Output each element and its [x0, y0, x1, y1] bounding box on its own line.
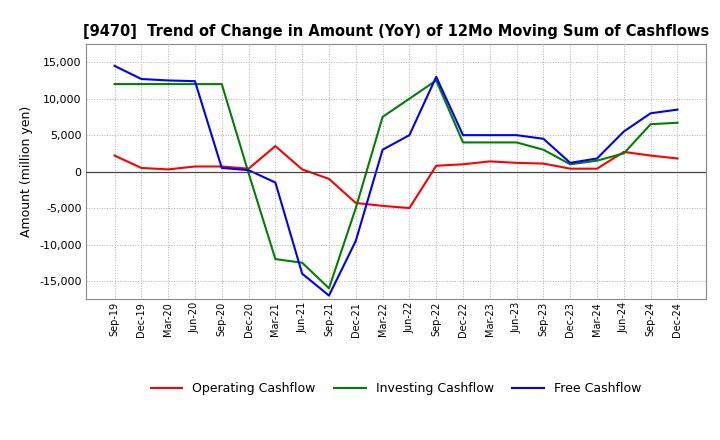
- Free Cashflow: [191, 79, 199, 84]
- Investing Cashflow: [432, 78, 441, 83]
- Investing Cashflow: [191, 81, 199, 87]
- Investing Cashflow: [539, 147, 548, 152]
- Legend: Operating Cashflow, Investing Cashflow, Free Cashflow: Operating Cashflow, Investing Cashflow, …: [146, 377, 646, 400]
- Operating Cashflow: [271, 143, 279, 149]
- Operating Cashflow: [405, 205, 414, 211]
- Investing Cashflow: [137, 81, 145, 87]
- Investing Cashflow: [485, 140, 494, 145]
- Free Cashflow: [378, 147, 387, 152]
- Investing Cashflow: [351, 205, 360, 211]
- Free Cashflow: [593, 156, 601, 161]
- Line: Investing Cashflow: Investing Cashflow: [114, 81, 678, 288]
- Free Cashflow: [539, 136, 548, 141]
- Investing Cashflow: [244, 170, 253, 176]
- Free Cashflow: [298, 271, 307, 276]
- Free Cashflow: [459, 132, 467, 138]
- Free Cashflow: [566, 160, 575, 165]
- Operating Cashflow: [673, 156, 682, 161]
- Investing Cashflow: [325, 286, 333, 291]
- Operating Cashflow: [539, 161, 548, 166]
- Free Cashflow: [485, 132, 494, 138]
- Operating Cashflow: [485, 159, 494, 164]
- Investing Cashflow: [619, 151, 628, 156]
- Operating Cashflow: [298, 167, 307, 172]
- Free Cashflow: [619, 129, 628, 134]
- Investing Cashflow: [459, 140, 467, 145]
- Line: Operating Cashflow: Operating Cashflow: [114, 146, 678, 208]
- Investing Cashflow: [298, 260, 307, 265]
- Free Cashflow: [405, 132, 414, 138]
- Investing Cashflow: [405, 96, 414, 101]
- Investing Cashflow: [271, 257, 279, 262]
- Operating Cashflow: [217, 164, 226, 169]
- Operating Cashflow: [351, 200, 360, 205]
- Operating Cashflow: [110, 153, 119, 158]
- Title: [9470]  Trend of Change in Amount (YoY) of 12Mo Moving Sum of Cashflows: [9470] Trend of Change in Amount (YoY) o…: [83, 24, 709, 39]
- Operating Cashflow: [566, 166, 575, 171]
- Free Cashflow: [513, 132, 521, 138]
- Investing Cashflow: [673, 120, 682, 125]
- Investing Cashflow: [513, 140, 521, 145]
- Investing Cashflow: [217, 81, 226, 87]
- Free Cashflow: [673, 107, 682, 112]
- Operating Cashflow: [191, 164, 199, 169]
- Operating Cashflow: [378, 203, 387, 209]
- Operating Cashflow: [619, 149, 628, 154]
- Operating Cashflow: [244, 166, 253, 171]
- Investing Cashflow: [593, 158, 601, 163]
- Operating Cashflow: [459, 161, 467, 167]
- Operating Cashflow: [325, 176, 333, 182]
- Free Cashflow: [110, 63, 119, 69]
- Free Cashflow: [432, 74, 441, 80]
- Investing Cashflow: [164, 81, 173, 87]
- Free Cashflow: [271, 180, 279, 185]
- Operating Cashflow: [593, 166, 601, 171]
- Free Cashflow: [325, 293, 333, 298]
- Operating Cashflow: [432, 163, 441, 169]
- Operating Cashflow: [137, 165, 145, 171]
- Line: Free Cashflow: Free Cashflow: [114, 66, 678, 296]
- Operating Cashflow: [513, 160, 521, 165]
- Free Cashflow: [217, 165, 226, 171]
- Free Cashflow: [244, 168, 253, 173]
- Free Cashflow: [137, 77, 145, 82]
- Free Cashflow: [647, 110, 655, 116]
- Investing Cashflow: [647, 121, 655, 127]
- Investing Cashflow: [566, 161, 575, 167]
- Investing Cashflow: [110, 81, 119, 87]
- Free Cashflow: [351, 238, 360, 243]
- Y-axis label: Amount (million yen): Amount (million yen): [20, 106, 34, 237]
- Investing Cashflow: [378, 114, 387, 120]
- Free Cashflow: [164, 78, 173, 83]
- Operating Cashflow: [647, 153, 655, 158]
- Operating Cashflow: [164, 167, 173, 172]
